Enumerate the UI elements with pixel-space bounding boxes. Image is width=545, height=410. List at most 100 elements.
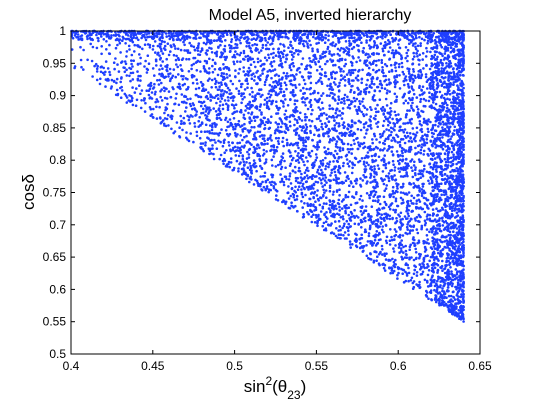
data-point [258,92,261,96]
data-point [459,54,463,57]
data-point [243,95,246,99]
data-point [314,200,317,203]
data-point [295,105,298,109]
data-point [336,47,340,51]
data-point [430,54,434,58]
data-point [381,225,385,228]
data-point [296,121,299,124]
data-point [226,86,230,90]
data-point [370,205,374,208]
data-point [418,286,422,290]
data-point [211,58,215,62]
data-point [312,32,316,36]
data-point [370,77,373,80]
data-point [335,71,339,74]
data-point [106,67,110,70]
data-point [374,107,377,110]
data-point [263,80,267,84]
data-point [341,215,345,218]
data-point [450,209,454,212]
data-point [114,34,117,37]
data-point [383,142,387,146]
data-point [382,157,385,160]
data-point [404,136,408,139]
data-point [175,63,178,66]
data-point [434,129,438,133]
data-point [331,199,335,203]
data-point [116,63,119,66]
data-point [297,134,301,137]
data-point [385,83,389,87]
data-point [174,97,178,100]
data-point [408,109,411,112]
data-point [302,160,305,164]
data-point [354,240,358,244]
data-point [444,160,448,164]
data-point [282,144,286,148]
data-point [188,41,191,45]
data-point [301,154,305,157]
data-point [223,138,226,142]
data-point [385,215,388,218]
data-point [439,43,443,47]
data-point [373,89,377,93]
data-point [338,213,341,216]
data-point [382,53,386,57]
data-point [135,87,138,90]
data-point [308,39,311,43]
data-point [417,76,421,80]
data-point [422,149,426,153]
data-point [284,109,288,113]
data-point [283,159,286,163]
data-point [378,141,382,144]
data-point [175,54,178,58]
data-point [360,226,363,229]
data-point [428,95,432,99]
data-point [382,217,386,220]
data-point [385,235,389,239]
data-point [441,224,445,227]
data-point [304,156,308,159]
data-point [242,51,246,55]
data-point [286,191,290,194]
data-point [241,154,244,157]
data-point [410,276,414,280]
data-point [418,120,422,123]
data-point [210,51,214,54]
data-point [241,157,245,161]
data-point [388,266,391,270]
data-point [373,132,376,136]
data-point [250,77,254,80]
data-point [398,118,401,122]
data-point [436,257,439,261]
data-point [144,59,147,63]
data-point [452,230,455,233]
data-point [305,185,309,189]
data-point [185,57,188,61]
data-point [429,291,433,295]
data-point [248,180,251,184]
data-point [420,130,424,134]
data-point [161,36,164,40]
data-point [446,174,449,178]
data-point [421,52,425,55]
data-point [324,176,328,179]
data-point [294,176,298,180]
data-point [258,146,261,150]
data-point [204,113,207,117]
data-point [108,52,112,56]
data-point [231,82,235,86]
data-point [202,87,205,90]
data-point [353,156,357,160]
data-point [348,103,351,107]
data-point [362,174,365,177]
data-point [322,112,326,115]
data-point [338,149,342,153]
data-point [324,62,327,66]
data-point [455,294,459,297]
data-point [319,178,323,182]
data-point [447,253,450,256]
data-point [415,215,419,219]
data-point [274,136,278,140]
data-point [352,45,356,49]
